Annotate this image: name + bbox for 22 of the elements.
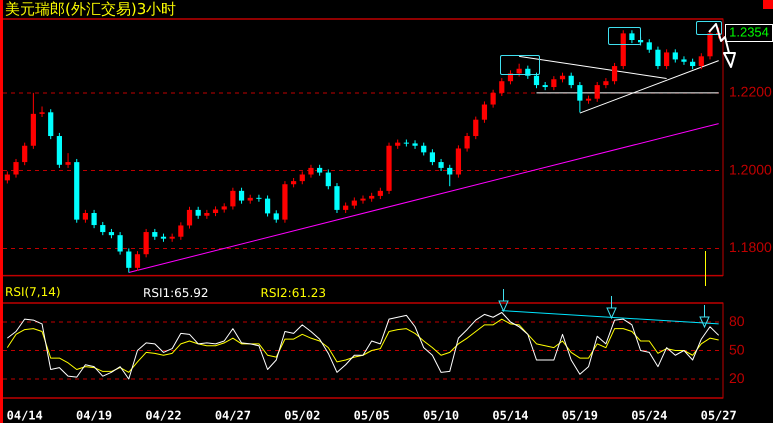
- y-tick-label: 50: [729, 341, 745, 358]
- y-tick-label: 1.2000: [729, 161, 772, 178]
- chart-title: 美元瑞郎(外汇交易)3小时: [5, 0, 176, 19]
- x-tick-label: 04/27: [214, 408, 251, 422]
- x-tick-label: 04/14: [6, 408, 43, 422]
- text: RSI1:65.92: [143, 286, 209, 300]
- x-tick-label: 04/22: [145, 408, 182, 422]
- y-tick-label: 80: [729, 312, 745, 329]
- x-tick-label: 05/19: [562, 408, 598, 422]
- x-tick-label: 05/27: [700, 408, 737, 422]
- y-tick-label: 20: [729, 370, 745, 386]
- annotation: 1.2354: [729, 24, 769, 40]
- chart-title: RSI(7,14): [5, 285, 61, 299]
- x-tick-label: 04/19: [76, 408, 112, 422]
- y-tick-label: 1.2200: [729, 84, 772, 100]
- x-tick-label: 05/10: [423, 408, 460, 422]
- x-tick-label: 05/24: [631, 408, 668, 422]
- x-tick-label: 05/14: [492, 408, 529, 422]
- text: RSI2:61.23: [260, 286, 326, 300]
- y-tick-label: 1.1800: [729, 239, 772, 256]
- x-tick-label: 05/02: [284, 408, 320, 422]
- x-tick-label: 05/05: [354, 408, 390, 422]
